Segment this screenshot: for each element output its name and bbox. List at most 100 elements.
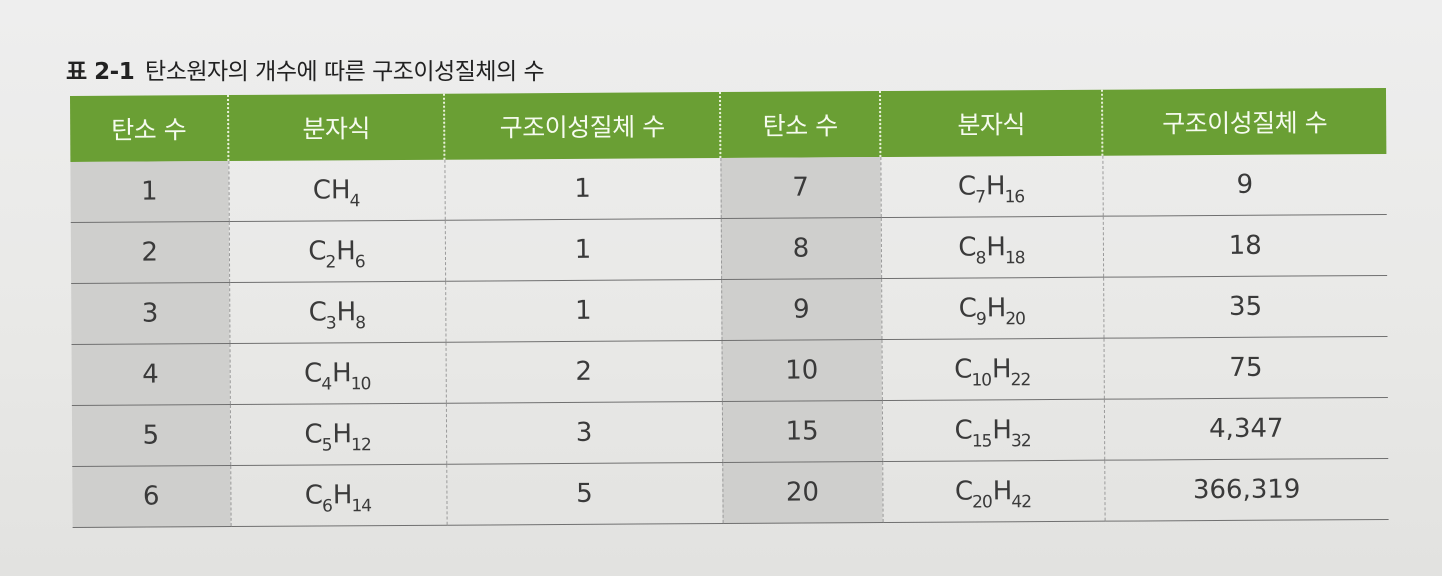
formula-hydrogen-symbol: H	[330, 175, 350, 206]
formula-carbon-subscript: 5	[321, 435, 332, 456]
formula-carbon-subscript: 4	[321, 374, 332, 395]
formula-hydrogen-subscript: 16	[1004, 187, 1025, 208]
molecular-formula: C6H14	[304, 480, 372, 516]
carbon-count-cell: 5	[71, 404, 231, 467]
carbon-count-cell: 20	[722, 461, 883, 524]
carbon-count-cell: 3	[71, 282, 230, 345]
carbon-count-cell: 10	[721, 339, 882, 402]
formula-carbon-symbol: C	[954, 476, 973, 507]
isomer-count-cell: 3	[445, 401, 723, 465]
formula-cell: C4H10	[229, 342, 446, 405]
formula-carbon-subscript: 8	[975, 248, 986, 269]
isomer-count-cell: 5	[446, 462, 723, 526]
header-carbon-count-right: 탄소 수	[719, 91, 881, 159]
isomer-count-cell: 18	[1102, 214, 1388, 278]
isomer-count-cell: 1	[445, 279, 722, 343]
formula-hydrogen-symbol: H	[986, 293, 1006, 324]
table-header: 탄소 수 분자식 구조이성질체 수 탄소 수 분자식 구조이성질체 수	[70, 87, 1387, 162]
formula-cell: C2H6	[228, 220, 446, 283]
table-caption: 표 2-1 탄소원자의 개수에 따른 구조이성질체의 수	[66, 52, 545, 86]
isomer-count-cell: 1	[444, 218, 722, 282]
formula-hydrogen-symbol: H	[986, 232, 1005, 263]
formula-hydrogen-subscript: 42	[1011, 492, 1032, 513]
formula-hydrogen-subscript: 8	[355, 313, 366, 334]
table-row: 5 C5H12 3 15 C15H32 4,347	[71, 397, 1389, 467]
molecular-formula: C3H8	[308, 297, 367, 333]
formula-hydrogen-subscript: 22	[1010, 370, 1031, 391]
formula-carbon-subscript: 2	[325, 252, 336, 273]
header-formula-right: 분자식	[879, 89, 1103, 158]
molecular-formula: CH4	[312, 175, 361, 211]
formula-cell: C15H32	[881, 399, 1105, 462]
formula-cell: C10H22	[881, 338, 1104, 401]
header-isomer-count-right: 구조이성질체 수	[1101, 87, 1387, 156]
formula-hydrogen-symbol: H	[331, 358, 351, 389]
carbon-count-cell: 4	[71, 343, 230, 406]
formula-hydrogen-symbol: H	[332, 419, 352, 450]
carbon-count-cell: 6	[72, 465, 231, 528]
molecular-formula: C5H12	[304, 419, 371, 455]
carbon-count-cell: 8	[720, 217, 882, 280]
formula-hydrogen-subscript: 32	[1010, 431, 1031, 452]
formula-hydrogen-subscript: 14	[351, 496, 372, 517]
isomer-count-cell: 9	[1102, 153, 1387, 217]
molecular-formula: C8H18	[958, 232, 1025, 268]
molecular-formula: C15H32	[954, 415, 1031, 451]
formula-hydrogen-symbol: H	[992, 415, 1012, 446]
formula-cell: C5H12	[229, 403, 447, 466]
molecular-formula: C4H10	[304, 358, 371, 394]
isomer-count-cell: 366,319	[1104, 458, 1389, 522]
formula-carbon-symbol: C	[308, 236, 326, 267]
formula-cell: C7H16	[880, 155, 1103, 218]
table-caption-text: 탄소원자의 개수에 따른 구조이성질체의 수	[145, 59, 545, 85]
molecular-formula: C10H22	[954, 354, 1031, 390]
formula-carbon-subscript: 15	[971, 431, 992, 452]
isomer-count-cell: 2	[445, 340, 722, 404]
header-row: 탄소 수 분자식 구조이성질체 수 탄소 수 분자식 구조이성질체 수	[70, 87, 1387, 162]
formula-carbon-symbol: C	[958, 293, 976, 324]
table-row: 2 C2H6 1 8 C8H18 18	[70, 214, 1388, 284]
formula-hydrogen-subscript: 20	[1005, 309, 1026, 330]
table-row: 1 CH4 1 7 C7H16 9	[70, 153, 1387, 223]
formula-carbon-subscript: 20	[972, 492, 992, 513]
formula-carbon-symbol: C	[308, 297, 326, 328]
isomer-count-cell: 4,347	[1103, 397, 1389, 461]
carbon-count-cell: 15	[721, 400, 883, 463]
formula-carbon-symbol: C	[304, 480, 323, 511]
formula-carbon-subscript: 10	[971, 370, 992, 391]
formula-cell: C8H18	[880, 216, 1104, 279]
formula-carbon-subscript: 7	[975, 187, 986, 208]
formula-hydrogen-symbol: H	[992, 476, 1012, 507]
formula-carbon-subscript: 6	[322, 496, 332, 517]
formula-carbon-symbol: C	[954, 354, 972, 385]
formula-carbon-symbol: C	[304, 358, 322, 389]
formula-cell: C9H20	[881, 277, 1104, 340]
formula-carbon-symbol: C	[312, 175, 331, 206]
formula-carbon-symbol: C	[958, 232, 976, 263]
formula-hydrogen-subscript: 12	[351, 435, 371, 456]
header-formula-left: 분자식	[227, 93, 445, 162]
formula-hydrogen-subscript: 6	[354, 252, 365, 273]
formula-cell: C3H8	[229, 281, 446, 344]
formula-hydrogen-subscript: 10	[350, 374, 371, 395]
formula-carbon-subscript: 3	[325, 313, 336, 334]
formula-carbon-symbol: C	[304, 419, 322, 450]
carbon-count-cell: 9	[721, 278, 882, 341]
formula-hydrogen-subscript: 18	[1004, 248, 1025, 269]
formula-hydrogen-symbol: H	[336, 297, 356, 328]
formula-cell: CH4	[228, 159, 445, 222]
header-isomer-count-left: 구조이성질체 수	[443, 92, 721, 160]
molecular-formula: C7H16	[957, 171, 1025, 207]
table-row: 3 C3H8 1 9 C9H20 35	[71, 275, 1388, 345]
molecular-formula: C9H20	[958, 293, 1026, 329]
table-row: 6 C6H14 5 20 C20H42 366,319	[72, 458, 1389, 528]
carbon-count-cell: 7	[720, 157, 881, 219]
table-row: 4 C4H10 2 10 C10H22 75	[71, 336, 1388, 406]
molecular-formula: C2H6	[308, 236, 366, 272]
formula-carbon-subscript: 9	[975, 309, 986, 330]
formula-carbon-symbol: C	[957, 171, 976, 202]
formula-hydrogen-subscript: 4	[349, 191, 360, 212]
isomer-count-cell: 75	[1103, 336, 1388, 400]
formula-cell: C20H42	[882, 460, 1105, 523]
